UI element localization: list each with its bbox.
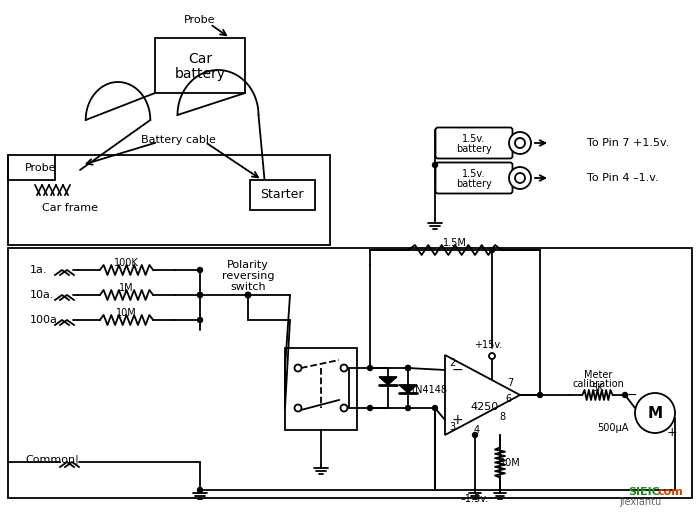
Circle shape xyxy=(295,365,302,371)
Bar xyxy=(250,180,315,210)
Text: 4: 4 xyxy=(474,425,480,435)
FancyBboxPatch shape xyxy=(435,127,512,159)
Text: jiexiantu: jiexiantu xyxy=(619,497,661,507)
Text: Car: Car xyxy=(188,52,212,66)
Text: 4250: 4250 xyxy=(471,402,499,412)
Text: battery: battery xyxy=(456,143,492,154)
Text: 1.5M: 1.5M xyxy=(443,238,467,248)
Text: 1M: 1M xyxy=(119,283,134,293)
Text: Meter: Meter xyxy=(584,370,612,380)
Text: Battery cable: Battery cable xyxy=(141,135,216,145)
Text: 2: 2 xyxy=(449,358,455,368)
Circle shape xyxy=(340,365,347,371)
Text: Common|: Common| xyxy=(25,455,78,465)
Circle shape xyxy=(509,132,531,154)
FancyBboxPatch shape xyxy=(435,163,512,194)
Text: 10a.: 10a. xyxy=(30,290,55,300)
Text: 1.5v.: 1.5v. xyxy=(462,169,486,179)
Text: 5K: 5K xyxy=(592,383,604,393)
Text: 3: 3 xyxy=(449,422,455,432)
Circle shape xyxy=(509,167,531,189)
Polygon shape xyxy=(399,385,417,393)
Circle shape xyxy=(489,248,494,252)
Text: battery: battery xyxy=(456,179,492,189)
Circle shape xyxy=(245,292,251,298)
Text: 1a.: 1a. xyxy=(30,265,48,275)
Text: switch: switch xyxy=(230,282,266,292)
Text: 1.5v.: 1.5v. xyxy=(462,134,486,144)
Text: 100a.: 100a. xyxy=(30,315,62,325)
Text: 8: 8 xyxy=(499,412,505,422)
Text: −: − xyxy=(626,388,637,401)
Circle shape xyxy=(197,293,202,297)
Circle shape xyxy=(515,138,525,148)
Text: +: + xyxy=(452,413,463,427)
Text: 杭州睿科技有限公司: 杭州睿科技有限公司 xyxy=(275,316,425,344)
Text: com: com xyxy=(658,487,684,497)
Circle shape xyxy=(635,393,675,433)
Polygon shape xyxy=(379,377,397,385)
Text: 1N4148: 1N4148 xyxy=(410,385,448,395)
Circle shape xyxy=(489,353,495,359)
Circle shape xyxy=(433,163,438,167)
Text: To Pin 4 –1.v.: To Pin 4 –1.v. xyxy=(587,173,659,183)
Text: Probe: Probe xyxy=(25,163,57,173)
Circle shape xyxy=(405,406,410,410)
Bar xyxy=(8,248,692,498)
Text: 100K: 100K xyxy=(114,258,139,268)
Text: 10M: 10M xyxy=(500,457,520,468)
Circle shape xyxy=(197,318,202,323)
Text: –1.5v.: –1.5v. xyxy=(461,494,489,504)
Text: 500μA: 500μA xyxy=(597,423,629,433)
Text: reversing: reversing xyxy=(222,271,274,281)
Text: Starter: Starter xyxy=(260,189,304,202)
Text: Polarity: Polarity xyxy=(227,260,269,270)
Text: M: M xyxy=(648,406,663,421)
Text: To Pin 7 +1.5v.: To Pin 7 +1.5v. xyxy=(587,138,669,148)
Text: +15v.: +15v. xyxy=(474,340,503,350)
Circle shape xyxy=(197,487,202,493)
Text: −: − xyxy=(452,363,463,377)
Circle shape xyxy=(197,293,202,297)
Circle shape xyxy=(405,366,410,370)
Text: calibration: calibration xyxy=(572,379,624,389)
Text: SIEIC: SIEIC xyxy=(628,487,659,497)
Text: 10M: 10M xyxy=(116,308,137,318)
Circle shape xyxy=(622,393,627,397)
Bar xyxy=(285,348,357,430)
Circle shape xyxy=(295,405,302,411)
Circle shape xyxy=(538,393,542,397)
Bar xyxy=(155,38,245,93)
Circle shape xyxy=(368,406,372,410)
Text: Car frame: Car frame xyxy=(42,203,98,213)
Circle shape xyxy=(340,405,347,411)
Circle shape xyxy=(433,406,438,410)
Text: Probe: Probe xyxy=(184,15,216,25)
Circle shape xyxy=(515,173,525,183)
Text: battery: battery xyxy=(174,67,225,81)
Text: 6: 6 xyxy=(505,394,511,404)
Circle shape xyxy=(197,267,202,272)
Circle shape xyxy=(473,433,477,438)
Text: +: + xyxy=(666,426,678,439)
Circle shape xyxy=(368,366,372,370)
Circle shape xyxy=(405,366,410,370)
Polygon shape xyxy=(445,355,520,435)
Text: 7: 7 xyxy=(507,378,513,388)
